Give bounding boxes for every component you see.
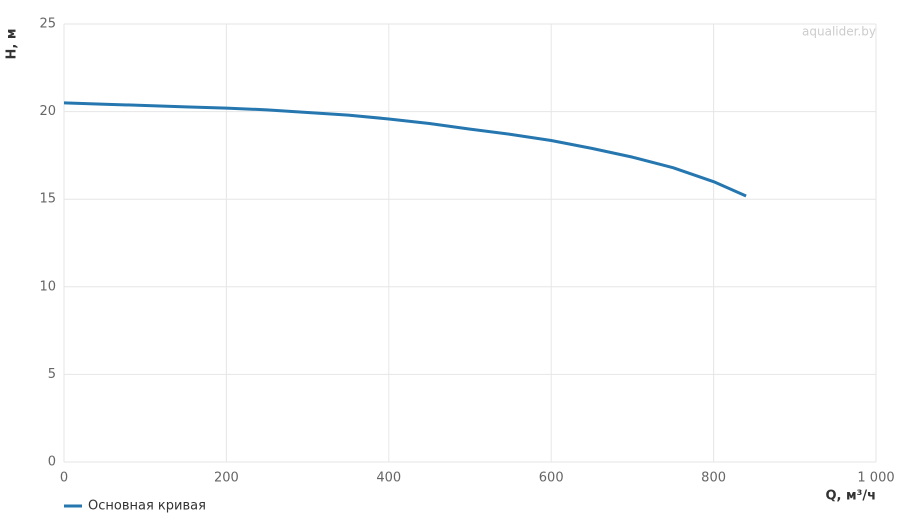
y-tick-label: 0 (48, 455, 56, 470)
x-tick-label: 200 (214, 471, 239, 486)
x-tick-label: 400 (376, 471, 401, 486)
x-axis-title: Q, м³/ч (825, 489, 876, 504)
data-line (63, 101, 747, 198)
y-tick-label: 25 (39, 17, 56, 32)
y-tick-label: 20 (39, 104, 56, 119)
y-axis-title: H, м (5, 29, 20, 60)
y-tick-label: 10 (39, 279, 56, 294)
legend-label: Основная кривая (88, 499, 206, 514)
x-tick-label: 1 000 (857, 471, 894, 486)
y-tick-label: 5 (48, 367, 56, 382)
x-tick-label: 800 (701, 471, 726, 486)
y-tick-label: 15 (39, 192, 56, 207)
x-tick-label: 600 (539, 471, 564, 486)
x-tick-label: 0 (60, 471, 68, 486)
watermark: aqualider.by (802, 25, 876, 39)
